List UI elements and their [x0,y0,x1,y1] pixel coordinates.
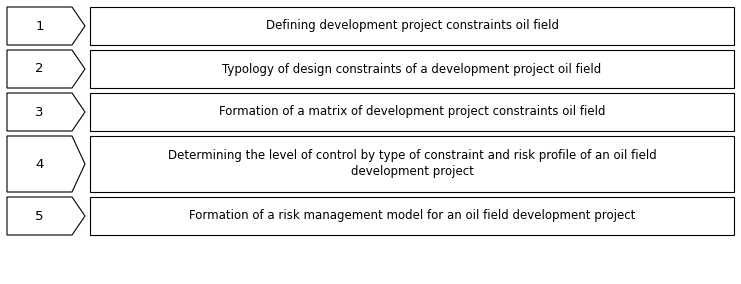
Polygon shape [7,50,85,88]
Text: Typology of design constraints of a development project oil field: Typology of design constraints of a deve… [222,62,602,76]
Polygon shape [7,136,85,192]
Text: 4: 4 [36,158,44,170]
Text: 2: 2 [36,62,44,76]
Text: Formation of a risk management model for an oil field development project: Formation of a risk management model for… [189,210,635,222]
Text: Determining the level of control by type of constraint and risk profile of an oi: Determining the level of control by type… [167,149,657,179]
Polygon shape [7,197,85,235]
FancyBboxPatch shape [90,93,734,131]
Polygon shape [7,7,85,45]
FancyBboxPatch shape [90,50,734,88]
Text: Formation of a matrix of development project constraints oil field: Formation of a matrix of development pro… [219,105,605,118]
Polygon shape [7,93,85,131]
FancyBboxPatch shape [90,197,734,235]
Text: Defining development project constraints oil field: Defining development project constraints… [265,20,559,32]
Text: 3: 3 [36,105,44,118]
Text: 1: 1 [36,20,44,32]
FancyBboxPatch shape [90,136,734,192]
FancyBboxPatch shape [90,7,734,45]
Text: 5: 5 [36,210,44,222]
